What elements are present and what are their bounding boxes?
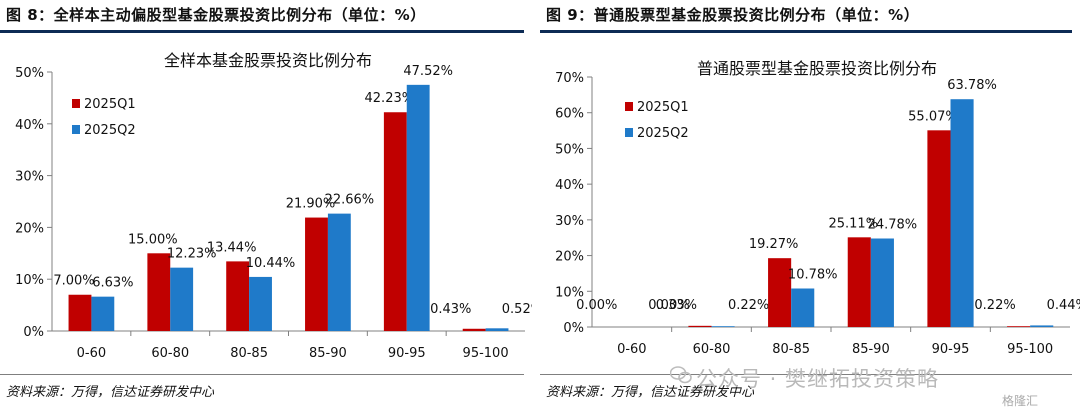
stock-allocation-chart-all-funds: 全样本基金股票投资比例分布0%10%20%30%40%50%0-607.00%6… xyxy=(15,51,532,361)
data-label: 0.22% xyxy=(728,298,769,313)
legend-swatch-2025Q2 xyxy=(72,125,80,134)
source-note: 资料来源：万得，信达证券研发中心 xyxy=(546,385,755,400)
title-rule xyxy=(540,30,1072,33)
data-label: 42.23% xyxy=(365,91,415,106)
bar-2025Q1-0-60 xyxy=(68,294,92,331)
data-label: 12.23% xyxy=(167,247,217,262)
x-tick-label: 60-80 xyxy=(151,346,189,361)
data-label: 0.33% xyxy=(656,298,697,313)
y-tick-label: 30% xyxy=(555,214,584,229)
y-tick-label: 10% xyxy=(15,273,44,288)
y-tick-label: 40% xyxy=(555,178,584,193)
y-tick-label: 20% xyxy=(15,221,44,236)
bar-2025Q1-60-80 xyxy=(147,253,171,331)
x-tick-label: 80-85 xyxy=(772,342,810,357)
y-tick-label: 40% xyxy=(15,118,44,133)
bar-2025Q2-0-60 xyxy=(91,296,115,331)
data-label: 63.78% xyxy=(947,78,997,93)
data-label: 0.52% xyxy=(502,302,532,317)
x-tick-label: 0-60 xyxy=(617,342,647,357)
chart-title: 普通股票型基金股票投资比例分布 xyxy=(697,59,937,78)
data-label: 47.52% xyxy=(403,64,453,79)
bar-2025Q2-90-95 xyxy=(406,84,430,331)
legend-label: 2025Q2 xyxy=(84,123,136,138)
data-label: 10.78% xyxy=(788,268,838,283)
legend-label: 2025Q2 xyxy=(637,126,689,141)
bar-2025Q1-80-85 xyxy=(226,261,250,331)
bar-2025Q2-85-90 xyxy=(870,238,894,327)
x-tick-label: 80-85 xyxy=(230,346,268,361)
bar-2025Q1-85-90 xyxy=(305,217,328,331)
chart-title: 全样本基金股票投资比例分布 xyxy=(164,51,372,70)
data-label: 0.43% xyxy=(430,302,471,317)
bar-2025Q1-95-100 xyxy=(1007,326,1031,327)
figure-title: 图 9：普通股票型基金股票投资比例分布（单位：%） xyxy=(546,6,920,24)
x-tick-label: 85-90 xyxy=(309,346,347,361)
wechat-icon xyxy=(670,366,692,384)
legend-label: 2025Q1 xyxy=(637,100,689,115)
watermark-text: 公众号 · 樊继拓投资策略 xyxy=(696,367,940,391)
stock-allocation-chart-equity-funds: 普通股票型基金股票投资比例分布 0% 10% 20% 30% 40% 50% 60% 70% 0-… xyxy=(555,59,1080,357)
source-rule xyxy=(0,374,524,375)
bar-2025Q2-80-85 xyxy=(791,288,815,327)
y-tick-label: 0% xyxy=(563,321,584,336)
x-tick-label: 95-100 xyxy=(463,346,509,361)
data-label: 0.44% xyxy=(1047,298,1080,313)
bar-2025Q2-95-100 xyxy=(1030,325,1054,327)
y-tick-label: 10% xyxy=(555,285,584,300)
brand-logo-text: 格隆汇 xyxy=(1002,394,1039,408)
bar-2025Q2-60-80 xyxy=(711,326,735,327)
x-tick-label: 0-60 xyxy=(77,346,107,361)
data-label: 21.90% xyxy=(286,197,336,212)
data-label: 0.00% xyxy=(576,298,617,313)
bar-2025Q2-80-85 xyxy=(249,276,272,331)
bar-2025Q1-95-100 xyxy=(462,328,486,331)
x-tick-label: 95-100 xyxy=(1007,342,1053,357)
data-label: 0.22% xyxy=(974,298,1015,313)
bar-2025Q2-90-95 xyxy=(950,99,974,327)
title-rule xyxy=(0,30,524,33)
source-rule xyxy=(540,374,1072,375)
data-label: 10.44% xyxy=(246,256,296,271)
y-tick-label: 50% xyxy=(555,142,584,157)
watermark: 公众号 · 樊继拓投资策略 xyxy=(670,358,1070,392)
data-label: 13.44% xyxy=(207,240,257,255)
legend-label: 2025Q1 xyxy=(84,97,136,112)
source-note: 资料来源：万得，信达证券研发中心 xyxy=(6,385,215,400)
data-label: 6.63% xyxy=(92,276,133,291)
data-label: 24.78% xyxy=(868,218,918,233)
y-tick-label: 0% xyxy=(23,325,44,340)
y-tick-label: 20% xyxy=(555,250,584,265)
data-label: 15.00% xyxy=(128,232,178,247)
bar-2025Q1-85-90 xyxy=(847,237,871,327)
data-label: 19.27% xyxy=(749,237,799,252)
bar-2025Q1-90-95 xyxy=(383,112,407,331)
legend-swatch-2025Q1 xyxy=(72,99,80,108)
legend-swatch-2025Q2 xyxy=(625,128,633,137)
bar-2025Q2-95-100 xyxy=(485,328,509,331)
legend-swatch-2025Q1 xyxy=(625,102,633,111)
x-tick-label: 90-95 xyxy=(388,346,426,361)
data-label: 0.00% xyxy=(648,298,689,313)
y-tick-label: 70% xyxy=(555,71,584,86)
y-tick-label: 50% xyxy=(15,66,44,81)
bar-2025Q1-60-80 xyxy=(688,325,712,327)
y-tick-label: 60% xyxy=(555,107,584,122)
figure-9-panel: 图 9：普通股票型基金股票投资比例分布（单位：%） 普通股票型基金股票投资比例分… xyxy=(540,0,1080,417)
y-tick-label: 30% xyxy=(15,170,44,185)
data-label: 7.00% xyxy=(53,274,94,289)
bar-2025Q2-60-80 xyxy=(170,267,194,331)
data-label: 25.11% xyxy=(828,216,878,231)
x-tick-label: 90-95 xyxy=(932,342,970,357)
bar-2025Q1-80-85 xyxy=(768,258,792,327)
figure-8-panel: 图 8：全样本主动偏股型基金股票投资比例分布（单位：%） 全样本基金股票投资比例… xyxy=(0,0,532,417)
data-label: 55.07% xyxy=(908,109,958,124)
x-tick-label: 60-80 xyxy=(693,342,731,357)
bar-2025Q2-85-90 xyxy=(327,213,351,331)
data-label: 22.66% xyxy=(325,193,375,208)
x-tick-label: 85-90 xyxy=(852,342,890,357)
figure-title: 图 8：全样本主动偏股型基金股票投资比例分布（单位：%） xyxy=(6,6,426,24)
bar-2025Q1-90-95 xyxy=(927,130,951,327)
